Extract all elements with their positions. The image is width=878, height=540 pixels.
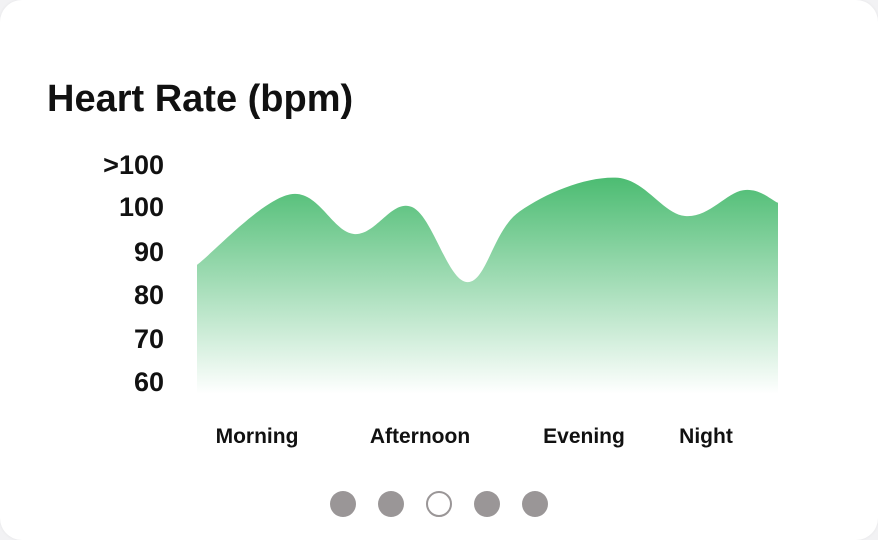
- y-tick-label: >100: [103, 150, 164, 180]
- pagination-dot[interactable]: [378, 491, 404, 517]
- x-tick-label: Morning: [216, 425, 299, 448]
- pagination-dots: [0, 491, 878, 519]
- pagination-dot[interactable]: [474, 491, 500, 517]
- y-tick-label: 90: [134, 237, 164, 267]
- x-tick-label: Evening: [543, 425, 625, 448]
- x-axis: Morning Afternoon Evening Night: [216, 425, 733, 448]
- y-tick-label: 60: [134, 367, 164, 397]
- y-axis: >100 100 90 80 70 60: [103, 150, 164, 397]
- y-tick-label: 70: [134, 324, 164, 354]
- pagination-dot-active[interactable]: [426, 491, 452, 517]
- heart-rate-chart: >100 100 90 80 70 60 Morning Afternoon Evening N…: [103, 150, 778, 448]
- y-tick-label: 80: [134, 280, 164, 310]
- series-layer: [197, 177, 778, 394]
- pagination-dot[interactable]: [522, 491, 548, 517]
- card-title: Heart Rate (bpm): [47, 78, 354, 120]
- heart-rate-area: [197, 177, 778, 394]
- x-tick-label: Afternoon: [370, 425, 470, 448]
- x-tick-label: Night: [679, 425, 733, 448]
- y-tick-label: 100: [119, 192, 164, 222]
- pagination-dot[interactable]: [330, 491, 356, 517]
